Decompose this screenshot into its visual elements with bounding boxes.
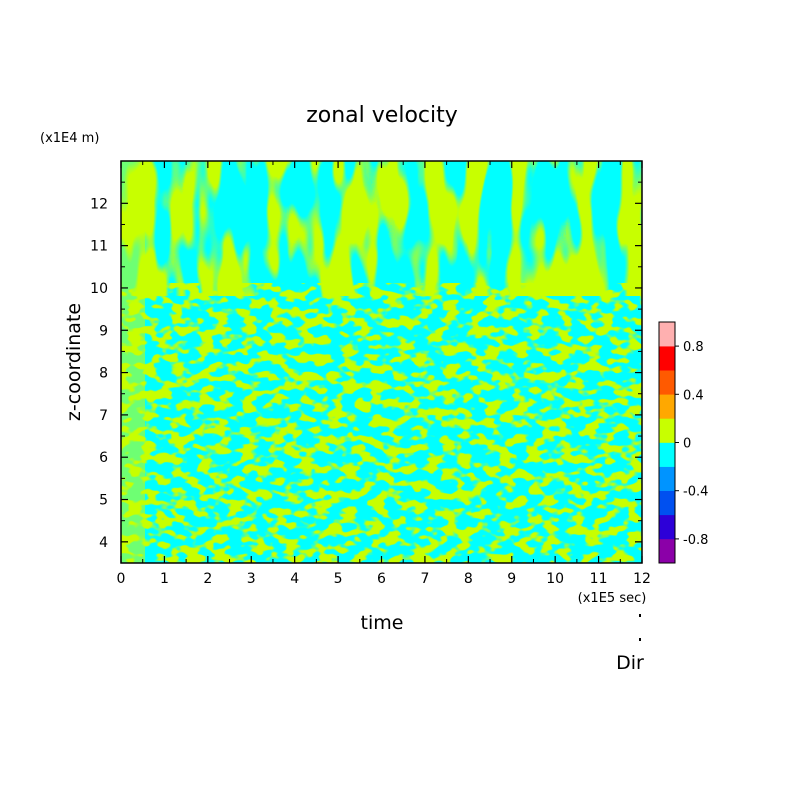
x-tick-label: 3 bbox=[247, 571, 256, 587]
chart-title: zonal velocity bbox=[306, 103, 458, 128]
colorbar-swatch bbox=[659, 538, 675, 564]
x-tick-label: 10 bbox=[546, 571, 564, 587]
colorbar-swatch bbox=[659, 442, 675, 467]
x-tick-label: 11 bbox=[590, 571, 608, 587]
y-tick-label: 12 bbox=[90, 196, 108, 212]
x-tick-label: 5 bbox=[334, 571, 343, 587]
y-tick-label: 10 bbox=[90, 281, 108, 297]
colorbar-swatch bbox=[659, 466, 675, 491]
colorbar-swatch bbox=[659, 514, 675, 540]
x-tick-label: 9 bbox=[507, 571, 516, 587]
x-unit-label: (x1E5 sec) bbox=[578, 591, 647, 606]
x-tick-label: 2 bbox=[203, 571, 212, 587]
y-tick-label: 11 bbox=[90, 239, 108, 255]
direction-label: Dir bbox=[616, 652, 644, 674]
y-unit-label: (x1E4 m) bbox=[40, 131, 99, 146]
x-tick-label: 0 bbox=[117, 571, 126, 587]
x-tick-label: 1 bbox=[160, 571, 169, 587]
y-tick-label: 8 bbox=[99, 366, 108, 382]
colorbar-tick-label: -0.4 bbox=[683, 485, 708, 500]
heatmap-positive-lower bbox=[121, 283, 642, 563]
colorbar-frame bbox=[658, 321, 676, 564]
y-tick-label: 4 bbox=[99, 535, 108, 551]
x-tick-label: 6 bbox=[377, 571, 386, 587]
colorbar-swatch bbox=[659, 394, 675, 419]
colorbar-tick-label: 0.8 bbox=[683, 340, 704, 355]
x-tick-label: 7 bbox=[420, 571, 429, 587]
heatmap-field bbox=[121, 161, 642, 563]
colorbar-swatch bbox=[659, 418, 675, 443]
x-tick-label: 12 bbox=[633, 571, 651, 587]
heatmap-positive-left-band bbox=[121, 161, 145, 563]
x-tick-label: 4 bbox=[290, 571, 299, 587]
y-axis: 4 5 6 7 8 9 10 11 12 bbox=[90, 181, 642, 564]
colorbar-swatch bbox=[659, 322, 675, 347]
colorbar-tick-label: -0.8 bbox=[683, 533, 708, 548]
colorbar-swatch bbox=[659, 490, 675, 516]
y-tick-label: 5 bbox=[99, 493, 108, 509]
colorbar-tick-label: 0.4 bbox=[683, 388, 704, 403]
colorbar: 0.8 0.4 0 -0.4 -0.8 bbox=[659, 322, 708, 564]
colorbar-swatch bbox=[659, 370, 675, 395]
colorbar-tick-label: 0 bbox=[683, 437, 691, 452]
y-axis-label: z-coordinate bbox=[63, 303, 85, 421]
direction-marker: Dir bbox=[616, 614, 644, 674]
colorbar-swatch bbox=[659, 346, 675, 371]
x-axis: 0 1 2 3 4 5 6 7 8 9 10 11 12 bbox=[117, 161, 651, 587]
x-tick-label: 8 bbox=[464, 571, 473, 587]
y-tick-label: 7 bbox=[99, 408, 108, 424]
y-tick-label: 9 bbox=[99, 323, 108, 339]
heatmap-positive-upper bbox=[121, 161, 642, 296]
y-tick-label: 6 bbox=[99, 450, 108, 466]
x-axis-label: time bbox=[361, 612, 404, 634]
